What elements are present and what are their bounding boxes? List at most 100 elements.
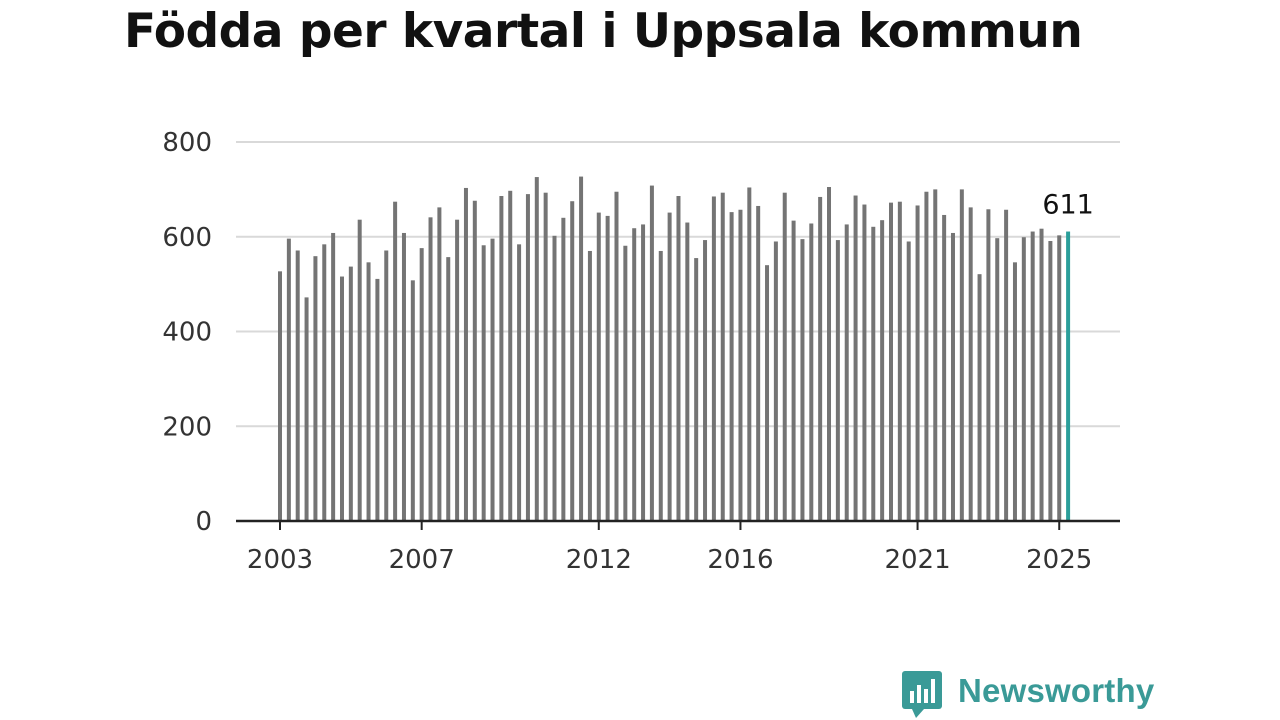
bar — [623, 245, 628, 521]
bar — [959, 189, 964, 522]
bar — [800, 239, 805, 521]
bar — [924, 191, 929, 522]
bar — [552, 235, 557, 522]
bar — [375, 278, 380, 521]
x-tick-label: 2021 — [884, 545, 950, 575]
highlight-value-label: 611 — [1042, 190, 1094, 221]
bar — [915, 205, 920, 522]
bar — [995, 238, 1000, 522]
axes — [236, 519, 1120, 530]
bar — [348, 266, 353, 521]
bar — [694, 258, 699, 521]
bar — [658, 250, 663, 521]
bar — [1012, 262, 1017, 521]
bar — [437, 207, 442, 521]
y-tick-label: 0 — [195, 507, 212, 537]
bar — [384, 250, 389, 522]
bar — [738, 209, 743, 521]
bar — [906, 241, 911, 522]
bar — [596, 212, 601, 521]
bar — [809, 223, 814, 522]
bar — [366, 262, 371, 521]
bar — [455, 219, 460, 521]
x-tick-label: 2025 — [1026, 545, 1092, 575]
bar-highlight — [1066, 231, 1071, 522]
bar — [711, 196, 716, 522]
y-tick-label: 200 — [162, 412, 212, 442]
bar — [481, 245, 486, 521]
bar — [818, 196, 823, 521]
bar — [1021, 237, 1026, 521]
bar — [543, 192, 548, 521]
bar — [419, 248, 424, 521]
bar — [278, 271, 282, 521]
bar — [632, 228, 637, 521]
bar — [791, 220, 796, 521]
bar — [950, 232, 955, 521]
bar — [393, 201, 398, 521]
y-tick-label: 800 — [162, 128, 212, 158]
bar — [641, 224, 646, 521]
bar — [525, 194, 530, 522]
bar — [499, 196, 504, 521]
bar — [1048, 241, 1053, 521]
bar — [676, 196, 681, 521]
bar — [835, 240, 840, 521]
x-tick-label: 2003 — [247, 545, 313, 575]
bar — [517, 244, 522, 521]
bar — [1004, 209, 1009, 521]
bar — [889, 202, 893, 521]
bar — [853, 195, 858, 521]
bar — [614, 191, 619, 522]
newsworthy-logo-icon — [902, 671, 942, 718]
bar — [472, 200, 477, 521]
bar — [587, 250, 592, 521]
bar — [756, 205, 761, 521]
bar — [667, 212, 672, 521]
bar — [570, 201, 575, 521]
bar — [410, 280, 415, 521]
bar — [446, 257, 451, 521]
bar — [844, 224, 849, 521]
bar — [463, 187, 468, 521]
bar — [534, 177, 539, 521]
bar — [942, 214, 947, 521]
bar — [720, 192, 725, 521]
bar — [871, 226, 876, 522]
x-tick-label: 2012 — [566, 545, 632, 575]
bar — [490, 238, 495, 521]
brand-logo: Newsworthy — [902, 670, 1154, 720]
bar — [1030, 231, 1035, 522]
bar — [897, 201, 902, 521]
bar — [747, 187, 752, 522]
bar — [729, 212, 734, 521]
bar — [649, 185, 654, 521]
labels: 0 200 400 600 800 2003 2007 2012 2016 2021 2025 611 — [162, 128, 1094, 575]
bar — [880, 220, 885, 522]
bar — [1039, 228, 1044, 521]
bar — [827, 187, 832, 521]
bar — [703, 240, 708, 521]
bar — [313, 256, 318, 521]
chart-title: Födda per kvartal i Uppsala kommun — [124, 4, 1083, 59]
bar — [685, 222, 690, 522]
x-tick-label: 2007 — [389, 545, 455, 575]
bar — [968, 207, 973, 521]
y-tick-label: 400 — [162, 318, 212, 348]
bar — [286, 238, 291, 521]
bar — [428, 217, 433, 521]
bar — [977, 274, 982, 521]
bars — [278, 176, 1071, 522]
bar — [339, 276, 344, 521]
bar — [1057, 235, 1062, 521]
bar — [304, 297, 309, 521]
bar — [579, 176, 584, 521]
x-tick-label: 2016 — [707, 545, 773, 575]
brand-name: Newsworthy — [958, 672, 1155, 709]
bar — [862, 204, 867, 522]
bar — [933, 189, 938, 522]
bar — [295, 250, 300, 522]
bar — [561, 217, 566, 522]
bar — [773, 241, 778, 522]
